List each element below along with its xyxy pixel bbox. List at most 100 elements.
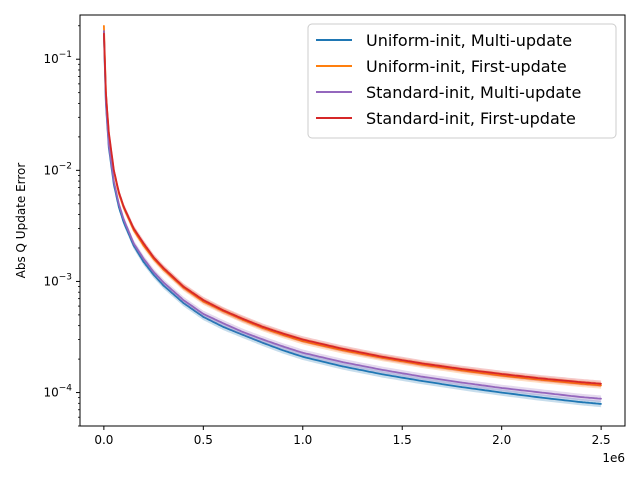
series-4-point (262, 326, 264, 328)
x-axis-offset-label: 1e6 (602, 451, 625, 465)
x-tick-label: 1.5 (393, 433, 412, 447)
series-4-point (580, 381, 582, 384)
series-4-point (123, 206, 125, 208)
y-tick-label: 10−4 (43, 384, 72, 400)
series-3-point (381, 369, 384, 371)
series-1-point (421, 380, 423, 382)
series-1-point (500, 391, 503, 394)
series-3-point (142, 258, 145, 260)
series-3-point (182, 299, 185, 301)
series-4-point (381, 355, 384, 358)
series-3-point (282, 345, 284, 348)
legend-item: Uniform-init, First-update (316, 57, 567, 76)
legend-label: Standard-init, First-update (366, 109, 576, 128)
series-4-point (132, 227, 135, 230)
x-tick-label: 2.0 (492, 433, 511, 447)
series-3-point (113, 180, 115, 182)
series-3-point (162, 281, 165, 284)
series-4-point (142, 242, 145, 245)
series-3-point (540, 391, 543, 394)
series-3-point (123, 218, 125, 221)
series-1-point (540, 396, 543, 399)
y-axis-label: Abs Q Update Error (14, 163, 28, 279)
series-3-point (461, 381, 463, 384)
y-tick-label: 10−1 (43, 50, 72, 66)
y-tick-label: 10−3 (43, 272, 72, 288)
series-3-point (222, 322, 224, 325)
plot-frame (79, 14, 626, 427)
series-4-point (152, 256, 155, 259)
series-2-point (580, 383, 582, 385)
legend-item: Uniform-init, Multi-update (316, 31, 572, 50)
series-3-point (242, 331, 244, 333)
series-4-point (113, 169, 115, 171)
series-1-point (222, 326, 224, 328)
x-tick-label: 0.0 (94, 433, 113, 447)
series-3-point (262, 338, 264, 341)
series-1-point (600, 403, 602, 405)
series-4-point (118, 191, 120, 193)
series-2-point (461, 369, 463, 372)
series-3-point (118, 203, 120, 205)
series-1-point (580, 401, 582, 403)
series-2-point (600, 384, 602, 387)
series-1-point (461, 386, 463, 388)
series-3-point (500, 387, 503, 389)
series-1-point (152, 273, 155, 276)
legend-box (307, 23, 617, 139)
legend: Uniform-init, Multi-update Uniform-init, … (307, 23, 617, 139)
legend-label: Uniform-init, Multi-update (366, 31, 572, 50)
x-tick-label: 2.5 (592, 433, 611, 447)
legend-item: Standard-init, First-update (316, 109, 576, 128)
series-4-point (282, 332, 284, 335)
legend-label: Standard-init, Multi-update (366, 83, 581, 102)
series-3-point (421, 375, 423, 378)
series-4-point (421, 362, 423, 365)
series-2-point (540, 379, 543, 381)
series-1-point (162, 284, 165, 287)
legend-item: Standard-init, Multi-update (316, 83, 581, 102)
series-3-point (580, 396, 582, 398)
series-4-point (182, 285, 185, 288)
series-4-point (103, 32, 105, 35)
series-4-point (242, 318, 244, 320)
series-2-point (500, 374, 503, 377)
y-tick-label: 10−2 (43, 161, 72, 177)
x-tick-label: 0.5 (194, 433, 213, 447)
series-layer (103, 22, 602, 408)
y-axis: 10−4 10−3 10−2 10−1 (43, 25, 80, 427)
series-4-point (105, 91, 107, 94)
series-2-point (341, 349, 344, 352)
series-1-point (282, 349, 284, 352)
series-4-point (162, 267, 165, 269)
series-4-point (202, 299, 205, 301)
series-1-point (381, 373, 384, 376)
series-1-point (202, 316, 205, 318)
series-3-point (302, 352, 304, 354)
series-1-point (182, 302, 185, 304)
legend-label: Uniform-init, First-update (366, 57, 567, 76)
series-2-point (302, 340, 304, 343)
series-4 (103, 30, 602, 388)
series-3-point (108, 143, 110, 146)
series-1-point (142, 261, 145, 263)
series-3 (103, 27, 602, 402)
series-4-point (540, 377, 543, 380)
series-3-point (341, 361, 344, 363)
series-4-point (302, 338, 304, 341)
series-4-point (500, 373, 503, 375)
series-3-point (103, 30, 105, 32)
series-3-point (152, 271, 155, 273)
series-4-point (461, 368, 463, 370)
series-1-point (341, 365, 344, 368)
series-1-point (242, 334, 244, 336)
series-1-point (302, 355, 304, 358)
series-4-point (222, 309, 224, 312)
series-2-point (103, 25, 105, 27)
series-4-point (341, 347, 344, 350)
x-tick-label: 1.0 (293, 433, 312, 447)
series-3-point (132, 242, 135, 245)
series-1-point (262, 342, 264, 344)
series-3-point (202, 313, 205, 315)
